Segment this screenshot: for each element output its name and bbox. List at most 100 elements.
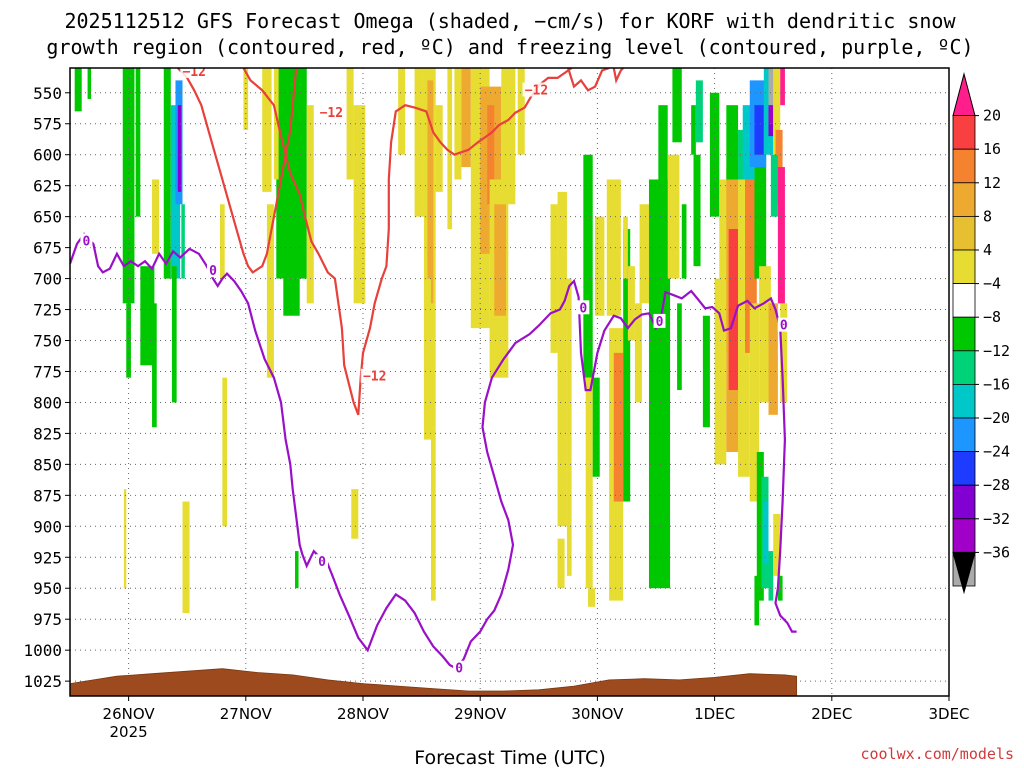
y-tick-label: 1025 [23,672,62,691]
x-tick-label: 1DEC [694,705,735,723]
chart-title-line-1: 2025112512 GFS Forecast Omega (shaded, −… [64,9,956,33]
freezing-level-contour: 0 0 0 0 0 0 0 [70,232,797,677]
omega-cell [768,551,774,601]
omega-cell [583,154,593,378]
omega-cell [693,154,701,267]
omega-cell [777,167,785,304]
omega-cell [398,68,406,155]
omega-cell [122,68,135,304]
y-tick-label: 650 [33,208,62,227]
contour-line-zero [70,232,797,671]
contour-label-background [360,368,389,383]
x-tick-label: 30NOV [571,705,624,723]
contour-line-minus12 [567,68,610,92]
omega-cell [695,80,703,143]
contour-label-minus12: −12 [363,370,386,385]
contour-label-background [577,300,590,315]
colorbar: 20 16 12 8 4 −4 −8 −12 −16 −20 −24 −28 −32 −36 [952,72,1010,595]
omega-cell [414,68,424,217]
contour-label-zero: 0 [780,319,788,334]
omega-cell [181,204,185,279]
contour-label-background [317,104,346,119]
colorbar-top-arrow [952,72,976,117]
credit-text: coolwx.com/models [860,745,1014,763]
y-tick-label: 725 [33,301,62,320]
omega-cell [726,105,739,180]
omega-cell [295,551,299,589]
y-tick-label: 750 [33,332,62,351]
omega-cell [74,68,82,112]
omega-cell [222,377,228,527]
x-tick-label: 26NOV [103,705,156,723]
omega-cell [306,105,314,304]
omega-shading [74,68,788,626]
y-tick-label: 900 [33,517,62,536]
contour-label-zero: 0 [209,264,217,279]
omega-cell [639,204,649,304]
contour-label-minus12: −12 [525,84,548,99]
colorbar-segment [952,182,976,217]
y-tick-label: 600 [33,146,62,165]
omega-cell [427,80,434,304]
colorbar-label: 8 [983,207,992,225]
dendritic-growth-contour: −12 −12 −12 −12 [177,65,624,416]
x-axis: 26NOV 27NOV 28NOV 29NOV 30NOV 1DEC 2DEC 3DEC 202… [103,696,970,741]
contour-label-minus12: −12 [182,65,205,80]
y-tick-label: 850 [33,455,62,474]
contour-label-zero: 0 [455,662,463,677]
omega-cell [738,129,746,180]
omega-cell [353,105,366,304]
plot-area: −12 −12 −12 −12 0 0 0 0 0 0 0 [70,65,949,696]
y-tick-label: 1000 [23,641,62,660]
omega-cell [623,229,631,502]
omega-cell [648,179,671,589]
colorbar-label: 16 [983,140,1001,158]
omega-cell [588,588,596,607]
x-tick-label: 28NOV [337,705,390,723]
colorbar-segment [952,518,976,553]
colorbar-label: −28 [983,476,1010,494]
omega-cell [613,352,624,502]
colorbar-bottom-arrow [952,551,976,595]
plot-frame [69,67,950,697]
omega-cell [423,278,431,440]
x-tick-label: 3DEC [928,705,969,723]
omega-cell [763,501,769,564]
omega-cell [585,377,593,589]
y-tick-label: 825 [33,424,62,443]
omega-cell [719,179,732,353]
omega-cell [681,204,687,279]
omega-cell [759,266,771,403]
y-tick-label: 550 [33,84,62,103]
colorbar-label: 4 [983,241,992,259]
y-axis: 550 575 600 625 650 675 700 725 750 775 800 825 850 8… [23,84,70,691]
colorbar-segment [952,417,976,452]
contour-label-background [315,554,328,569]
colorbar-segment [952,148,976,184]
contour-label-zero: 0 [82,234,90,249]
omega-cell [262,68,272,192]
omega-cell [87,68,92,99]
omega-cell [773,513,781,576]
x-tick-label: 29NOV [454,705,507,723]
contour-label-background [206,263,219,278]
omega-cell [273,68,279,180]
omega-cell [351,489,359,539]
omega-cell [494,204,506,316]
omega-cell [171,266,177,403]
colorbar-segment [952,115,976,150]
omega-cell [780,68,785,106]
omega-cell [606,179,621,316]
y-tick-label: 925 [33,548,62,567]
omega-cell [435,105,443,192]
y-tick-label: 950 [33,579,62,598]
contour-label-zero: 0 [656,315,664,330]
colorbar-label: −20 [983,409,1010,427]
y-tick-label: 875 [33,486,62,505]
omega-cell [754,575,760,626]
omega-cell [745,179,757,353]
omega-cell [768,123,774,137]
omega-cell [177,105,182,192]
omega-cell [182,501,190,614]
